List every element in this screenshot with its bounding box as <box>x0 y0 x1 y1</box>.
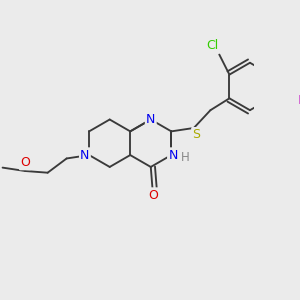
Text: N: N <box>80 148 90 162</box>
Text: H: H <box>181 151 189 164</box>
Text: O: O <box>20 156 30 169</box>
Text: F: F <box>298 94 300 106</box>
Text: O: O <box>148 189 158 202</box>
Text: N: N <box>146 113 155 126</box>
Text: Cl: Cl <box>206 40 219 52</box>
Text: S: S <box>192 128 200 141</box>
Text: N: N <box>168 148 178 162</box>
